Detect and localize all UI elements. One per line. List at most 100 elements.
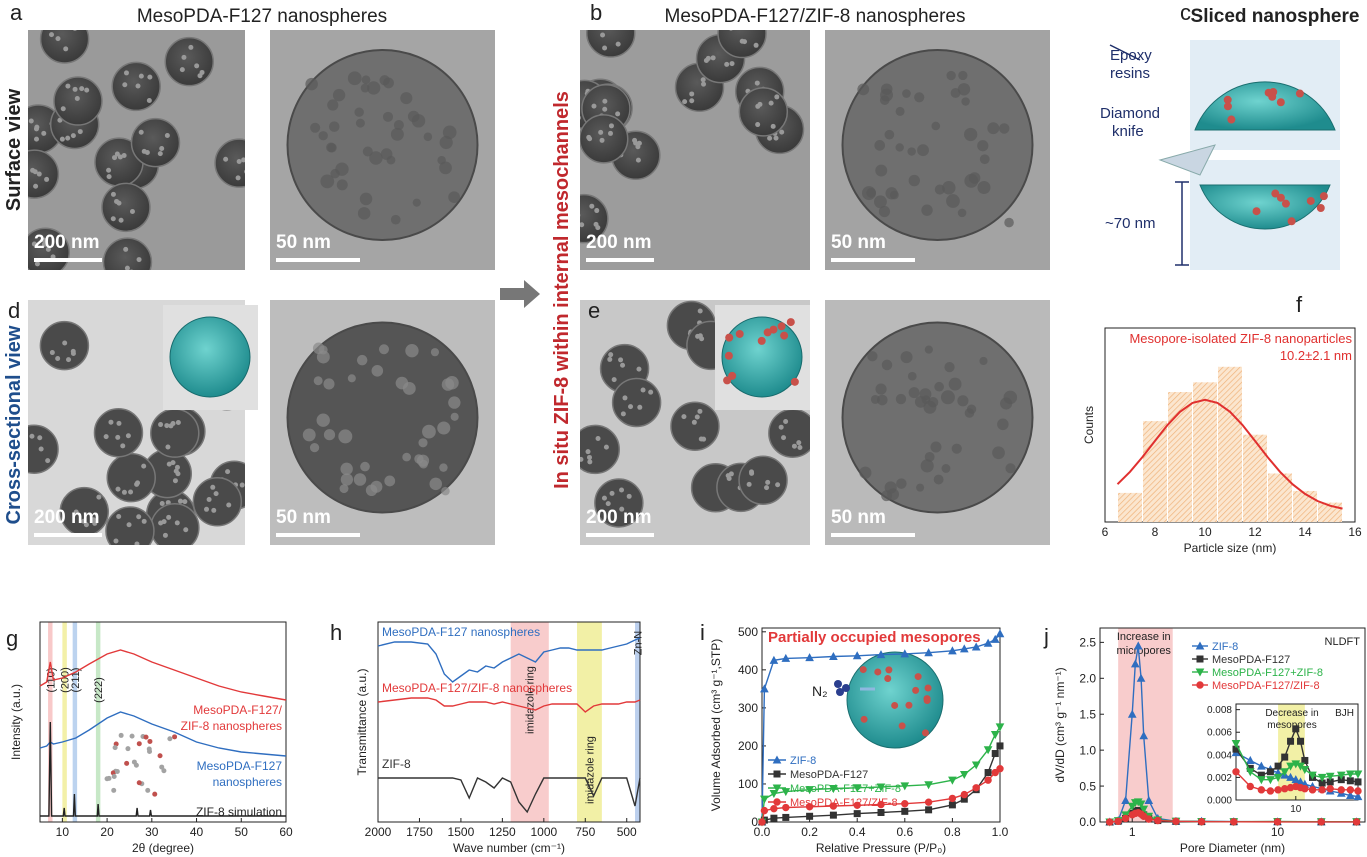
marker [1286, 762, 1295, 771]
band-label: imidazole ring [584, 736, 596, 804]
pore [940, 390, 955, 405]
pore [62, 23, 67, 28]
marker [805, 653, 814, 662]
pore [866, 188, 877, 198]
pore [749, 470, 755, 476]
pore [110, 216, 116, 222]
pore [700, 77, 706, 83]
nanosphere [150, 408, 200, 458]
pore [120, 443, 126, 449]
panel-label: h [330, 620, 342, 645]
marker [948, 646, 957, 655]
nanosphere [611, 377, 662, 428]
zif-particle [898, 722, 906, 730]
zif-particle [921, 729, 929, 737]
x-tick-label: 10 [56, 825, 70, 839]
pore [106, 174, 112, 180]
x-tick-label: 0.6 [896, 825, 913, 839]
atom [118, 732, 124, 738]
nanosphere [105, 506, 155, 545]
particles [286, 321, 479, 514]
pore [347, 374, 356, 383]
y-tick-label: 1.0 [1079, 743, 1096, 757]
zif-particle [1223, 95, 1232, 104]
nanosphere [164, 36, 214, 87]
marker [924, 798, 933, 806]
atom [157, 753, 163, 759]
zif-particle [874, 668, 882, 676]
chart-title: Partially occupied mesopores [768, 629, 981, 646]
y-tick-label: 0 [751, 815, 758, 829]
nanosphere [586, 30, 636, 58]
pore [764, 485, 770, 491]
pore [353, 473, 367, 486]
marker [770, 804, 778, 813]
pore [701, 81, 707, 87]
pore [437, 421, 451, 435]
pore [164, 133, 170, 139]
pore [371, 365, 384, 377]
pore [908, 387, 920, 399]
pore [181, 54, 187, 60]
pore [347, 71, 362, 86]
marker [876, 783, 886, 792]
n2-molecule [842, 684, 850, 692]
pore [112, 155, 118, 161]
row-label: Surface view [3, 88, 25, 211]
marker [991, 750, 999, 758]
scale-bar [831, 533, 915, 537]
atom [172, 734, 178, 740]
pore [992, 446, 1005, 460]
pore [957, 395, 969, 407]
marker [1280, 768, 1290, 777]
y-tick-label: 1.5 [1079, 707, 1096, 721]
pore [62, 340, 68, 346]
pore [876, 394, 888, 406]
pore [357, 207, 371, 220]
zif-particle [1316, 203, 1325, 212]
pore [44, 176, 50, 182]
pore [323, 429, 336, 441]
pore [41, 241, 47, 247]
pore [90, 517, 96, 523]
pore [797, 444, 803, 450]
hemisphere [1199, 184, 1331, 230]
marker [1273, 818, 1282, 826]
panel-title: MesoPDA-F127 nanospheres [137, 6, 387, 27]
pore [615, 111, 621, 117]
pore [309, 443, 320, 453]
pore [602, 98, 608, 104]
marker [1273, 773, 1283, 782]
pore [130, 269, 134, 270]
pore [384, 475, 396, 487]
y-axis-label: Transmittance (a.u.) [355, 669, 369, 776]
x-tick-label: 10 [1198, 525, 1212, 539]
pore [636, 366, 642, 372]
marker [1266, 776, 1275, 785]
pointer [1109, 44, 1141, 61]
pore [703, 58, 709, 64]
marker [1257, 761, 1266, 770]
scale-bar [276, 533, 360, 537]
marker [1337, 786, 1345, 794]
legend-marker [773, 770, 781, 778]
marker [1353, 792, 1363, 801]
pore [773, 135, 779, 141]
pore [83, 522, 89, 528]
marker [781, 653, 791, 662]
pore [419, 459, 428, 469]
callout: resins [1110, 65, 1150, 82]
nanosphere [39, 320, 90, 371]
marker [996, 742, 1004, 750]
pore [867, 351, 878, 362]
pore [55, 36, 61, 42]
callout: Diamond [1100, 105, 1160, 122]
pore [875, 164, 888, 177]
y-axis-label: Volume Adsorbed (cm³ g⁻¹,STP) [709, 639, 723, 811]
x-tick-label: 1750 [406, 825, 433, 839]
marker [948, 801, 956, 809]
marker [760, 684, 769, 693]
pore [390, 214, 401, 225]
marker [983, 638, 993, 647]
pore [136, 514, 142, 520]
